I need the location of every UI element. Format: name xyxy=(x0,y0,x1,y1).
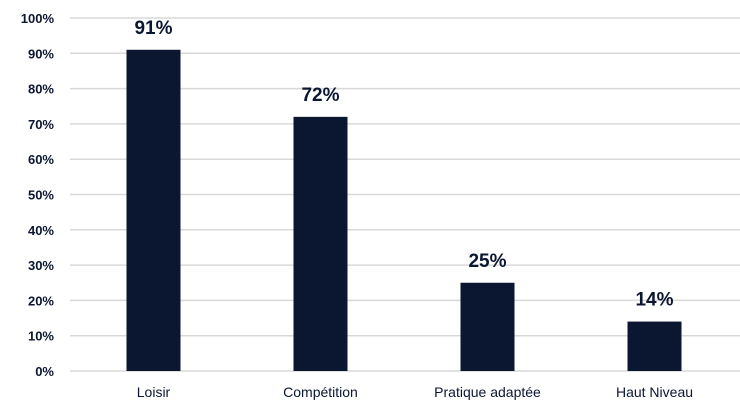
data-labels: 91% 72% 25% 14% xyxy=(134,18,673,311)
y-tick-label-100: 100% xyxy=(21,11,55,26)
x-axis-category-labels: Loisir Compétition Pratique adaptée Haut Ni… xyxy=(137,384,693,400)
data-label-haut-niveau: 14% xyxy=(635,290,673,311)
bars xyxy=(126,49,682,372)
y-tick-label-40: 40% xyxy=(28,223,54,238)
category-label-loisir: Loisir xyxy=(137,384,171,400)
bar-loisir xyxy=(126,49,181,372)
y-tick-label-20: 20% xyxy=(28,293,54,308)
bar-haut-niveau xyxy=(627,321,682,371)
y-tick-label-30: 30% xyxy=(28,258,54,273)
data-label-pratique-adaptee: 25% xyxy=(468,251,506,272)
category-label-haut-niveau: Haut Niveau xyxy=(616,384,693,400)
category-label-pratique-adaptee: Pratique adaptée xyxy=(434,384,541,400)
y-tick-label-60: 60% xyxy=(28,152,54,167)
y-tick-label-70: 70% xyxy=(28,117,54,132)
category-label-competition: Compétition xyxy=(283,384,358,400)
data-label-loisir: 91% xyxy=(134,18,172,39)
y-tick-label-10: 10% xyxy=(28,329,54,344)
gridlines xyxy=(70,17,740,372)
bar-competition xyxy=(293,116,348,371)
bar-pratique-adaptee xyxy=(460,282,515,371)
y-tick-label-0: 0% xyxy=(35,364,54,379)
y-axis-tick-labels: 0% 10% 20% 30% 40% 50% 60% 70% 80% 90% 100% xyxy=(21,11,55,379)
y-tick-label-90: 90% xyxy=(28,46,54,61)
data-label-competition: 72% xyxy=(301,85,339,106)
y-tick-label-50: 50% xyxy=(28,188,54,203)
y-tick-label-80: 80% xyxy=(28,82,54,97)
